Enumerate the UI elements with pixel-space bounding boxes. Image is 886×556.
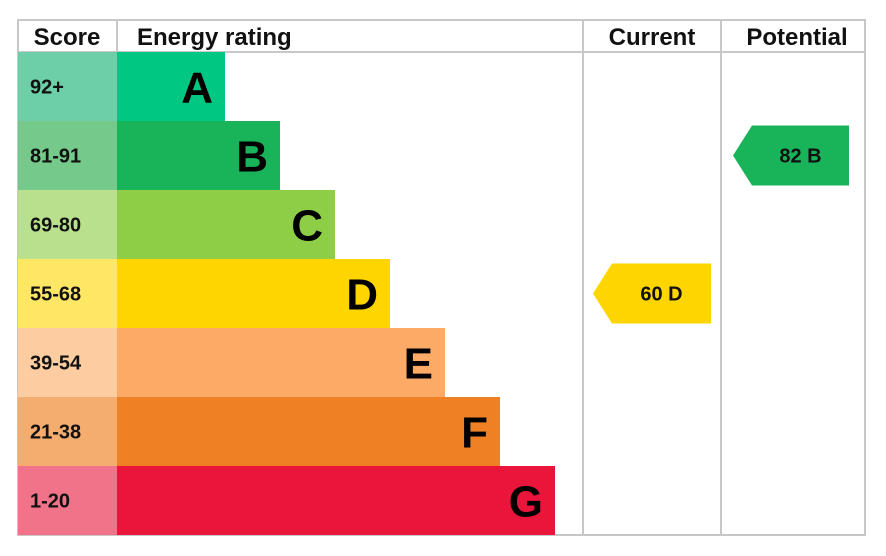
score-range-G: 1-20 <box>30 491 70 513</box>
header-potential: Potential <box>746 24 847 51</box>
score-range-D: 55-68 <box>30 284 81 306</box>
potential-rating-label: 82 B <box>779 146 821 168</box>
score-cell-B <box>18 121 117 190</box>
header-energy-rating: Energy rating <box>137 24 292 51</box>
rating-bar-C <box>117 190 335 259</box>
rating-bar-G <box>117 466 555 535</box>
rating-bar-A <box>117 52 225 121</box>
score-range-F: 21-38 <box>30 422 81 444</box>
rating-letter-A: A <box>181 64 213 113</box>
score-cell-A <box>18 52 117 121</box>
potential-arrow <box>733 125 849 186</box>
score-range-A: 92+ <box>30 77 64 99</box>
score-cell-D <box>18 259 117 328</box>
current-arrow <box>593 263 711 324</box>
rating-letter-F: F <box>461 409 488 458</box>
rating-letter-G: G <box>509 478 543 527</box>
score-range-E: 39-54 <box>30 353 82 375</box>
rating-bar-F <box>117 397 500 466</box>
rating-letter-C: C <box>291 202 323 251</box>
rating-bar-D <box>117 259 390 328</box>
score-range-C: 69-80 <box>30 215 81 237</box>
score-cell-G <box>18 466 117 535</box>
score-cell-C <box>18 190 117 259</box>
rating-bar-E <box>117 328 445 397</box>
header-current: Current <box>609 24 696 51</box>
header-score: Score <box>34 24 101 51</box>
rating-letter-E: E <box>404 340 433 389</box>
rating-bar-B <box>117 121 280 190</box>
rating-letter-B: B <box>236 133 268 182</box>
score-range-B: 81-91 <box>30 146 81 168</box>
score-cell-F <box>18 397 117 466</box>
rating-letter-D: D <box>346 271 378 320</box>
score-cell-E <box>18 328 117 397</box>
current-rating-label: 60 D <box>640 284 682 306</box>
